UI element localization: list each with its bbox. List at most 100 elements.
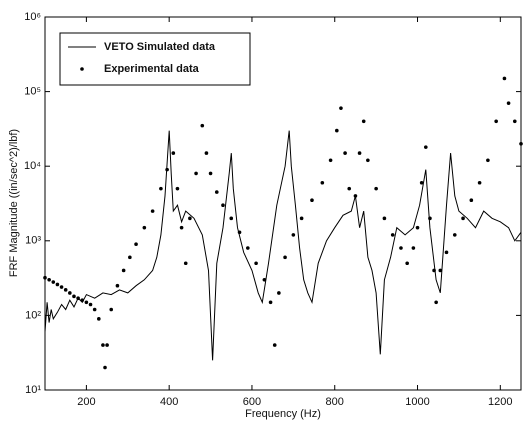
legend-label: VETO Simulated data (104, 41, 216, 53)
data-point (328, 158, 333, 163)
data-point (357, 151, 362, 155)
data-point (291, 233, 296, 237)
data-point (347, 186, 352, 191)
data-point (444, 250, 449, 255)
data-point (68, 291, 72, 295)
data-point (353, 194, 358, 198)
data-point (438, 268, 443, 273)
x-tick-label: 1200 (488, 396, 512, 408)
data-point (103, 365, 107, 370)
data-point (84, 300, 89, 305)
data-point (477, 180, 482, 185)
data-point (461, 216, 465, 221)
data-point (272, 343, 277, 347)
data-point (390, 233, 395, 237)
data-point (76, 296, 80, 301)
data-point (214, 190, 219, 194)
data-point (183, 261, 188, 266)
data-point (262, 278, 267, 282)
data-point (246, 246, 250, 250)
data-point (486, 158, 490, 163)
data-point (502, 76, 507, 81)
data-point (204, 151, 209, 155)
data-point (175, 186, 180, 191)
data-point (150, 209, 155, 213)
data-point (128, 255, 132, 260)
data-point (254, 261, 258, 266)
data-point (80, 298, 85, 302)
data-point (237, 230, 242, 235)
x-tick-label: 400 (160, 396, 178, 408)
data-point (221, 203, 225, 208)
data-point (88, 302, 93, 307)
data-point (339, 106, 343, 110)
data-point (519, 141, 523, 146)
data-point (115, 283, 120, 288)
y-tick-label: 10¹ (25, 384, 41, 396)
data-point (268, 300, 273, 305)
x-tick-label: 600 (243, 396, 261, 408)
y-tick-label: 10³ (25, 235, 41, 247)
data-point (415, 225, 420, 230)
data-point (188, 216, 192, 221)
data-point (310, 198, 314, 203)
data-point (51, 280, 56, 284)
data-point (283, 255, 287, 260)
data-point (43, 275, 47, 280)
data-point (512, 119, 517, 124)
data-point (343, 151, 347, 155)
data-point (97, 317, 101, 321)
data-point (374, 186, 378, 191)
data-point (200, 123, 205, 128)
data-point (432, 268, 436, 273)
data-point (171, 151, 176, 155)
data-point (72, 294, 76, 299)
data-point (179, 225, 184, 230)
data-point (59, 285, 64, 289)
data-point (101, 343, 105, 347)
data-point (299, 216, 304, 221)
data-point (134, 242, 138, 247)
legend-label: Experimental data (104, 63, 200, 75)
data-point (194, 171, 198, 176)
data-point (506, 101, 511, 105)
data-point (63, 288, 68, 292)
data-point (208, 171, 213, 176)
data-point (335, 128, 339, 133)
data-point (105, 343, 109, 347)
y-axis-label: FRF Magnitude ((in/sec^2)/lbf) (8, 129, 20, 277)
data-point (411, 246, 416, 250)
data-point (452, 233, 457, 237)
data-point (142, 225, 147, 230)
data-point (55, 282, 60, 287)
y-tick-label: 10⁴ (24, 160, 41, 172)
x-tick-label: 800 (326, 396, 344, 408)
data-point (434, 300, 438, 305)
data-point (277, 291, 281, 295)
series-line (45, 130, 521, 361)
x-tick-label: 1000 (405, 396, 429, 408)
y-tick-label: 10⁵ (24, 86, 41, 98)
legend-box (59, 32, 251, 86)
data-point (121, 268, 126, 273)
data-point (428, 216, 432, 221)
y-tick-label: 10⁶ (24, 11, 41, 23)
y-tick-label: 10² (25, 309, 41, 321)
plot-frame (44, 16, 522, 391)
data-point (47, 278, 51, 282)
x-tick-label: 200 (77, 396, 95, 408)
data-point (382, 216, 387, 221)
x-axis-label: Frequency (Hz) (245, 408, 321, 420)
data-point (366, 158, 370, 163)
data-point (109, 307, 114, 312)
data-point (92, 307, 97, 312)
data-point (159, 186, 163, 191)
legend-marker (80, 67, 84, 71)
data-point (399, 246, 403, 250)
data-point (405, 261, 409, 266)
data-point (469, 198, 474, 203)
data-point (361, 119, 366, 124)
data-point (229, 216, 234, 221)
data-point (165, 167, 169, 172)
